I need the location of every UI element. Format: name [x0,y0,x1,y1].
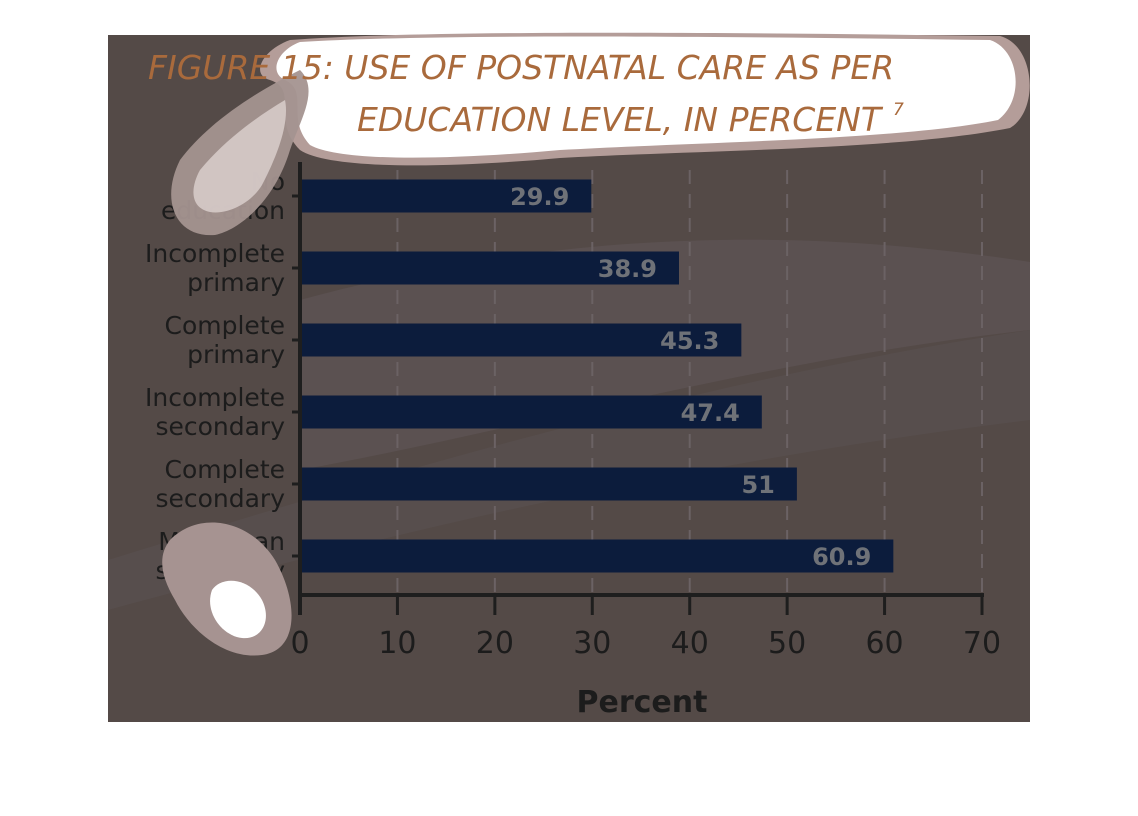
title-line-2-text: EDUCATION LEVEL, IN PERCENT [357,100,884,139]
bar-value-label: 45.3 [660,327,719,355]
bar [300,251,679,285]
x-tick-label: 10 [378,626,416,661]
x-tick-label: 40 [671,626,709,661]
category-label: primary [187,268,285,297]
x-tick-label: 0 [290,626,309,661]
bar [300,467,797,501]
category-label: secondary [155,412,285,441]
lower-left-blob-hole [210,580,266,639]
bar [300,539,894,573]
x-tick-labels: 0 10 20 30 40 50 60 70 [290,626,1001,661]
bars: 29.9 38.9 45.3 47.4 51 60.9 [300,179,894,573]
bar [300,179,592,213]
bar-value-label: 60.9 [812,543,871,571]
x-tick-label: 60 [865,626,903,661]
bar-value-label: 47.4 [681,399,740,427]
x-tick-label: 70 [963,626,1001,661]
chart-title-line-1: FIGURE 15: USE OF POSTNATAL CARE AS PER [148,48,894,87]
label-smear-inner [193,100,286,213]
category-label: Incomplete [145,239,285,268]
x-tick-label: 20 [476,626,514,661]
category-label: Complete [165,455,285,484]
category-label: Complete [165,311,285,340]
x-tick-label: 50 [768,626,806,661]
bar-value-label: 51 [741,471,774,499]
category-label: Incomplete [145,383,285,412]
axes [292,162,984,615]
title-superscript: 7 [893,100,904,120]
bar [300,323,742,357]
category-label: primary [187,340,285,369]
bar-value-label: 29.9 [510,183,569,211]
x-tick-label: 30 [573,626,611,661]
bar-value-label: 38.9 [598,255,657,283]
x-axis-label: Percent [577,685,708,720]
title-blob [276,36,1016,158]
chart-title-line-2: EDUCATION LEVEL, IN PERCENT 7 [357,100,904,139]
bar [300,395,762,429]
category-label: secondary [155,484,285,513]
